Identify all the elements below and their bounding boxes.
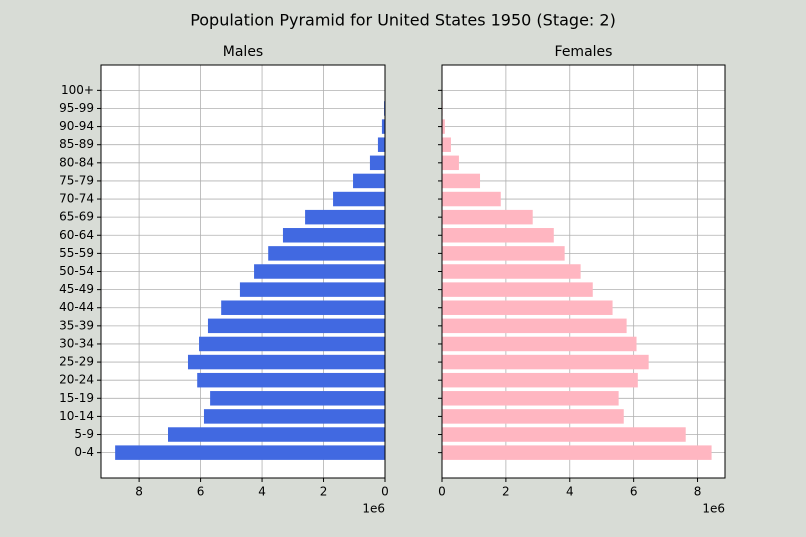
subplot-title: Females	[555, 44, 613, 60]
y-tick-label: 35-39	[59, 318, 94, 332]
bar	[305, 209, 385, 225]
y-tick-label: 100+	[61, 83, 94, 97]
y-tick-label: 0-4	[74, 445, 94, 459]
x-tick-label: 4	[258, 485, 266, 499]
bar	[203, 409, 385, 424]
bar	[442, 264, 581, 279]
y-tick-label: 85-89	[59, 137, 94, 151]
x-tick-label: 4	[566, 485, 574, 499]
bar	[442, 282, 593, 297]
y-tick-label: 45-49	[59, 282, 94, 296]
offset-label: 1e6	[702, 502, 725, 516]
bar	[381, 119, 385, 134]
y-tick-label: 40-44	[59, 300, 94, 314]
y-tick-label: 75-79	[59, 173, 94, 187]
bar	[442, 391, 619, 406]
x-tick-label: 6	[197, 485, 205, 499]
x-tick-label: 2	[320, 485, 328, 499]
y-tick-label: 20-24	[59, 373, 94, 387]
subplot-title: Males	[223, 44, 263, 60]
bar	[442, 445, 712, 460]
x-tick-label: 8	[135, 485, 143, 499]
bar	[442, 336, 637, 352]
bar	[442, 318, 627, 334]
bar	[442, 372, 638, 388]
y-tick-label: 25-29	[59, 355, 94, 369]
bar	[442, 228, 554, 243]
bar	[197, 372, 385, 388]
axes-frame	[441, 64, 726, 479]
bar	[442, 119, 445, 134]
figure-title: Population Pyramid for United States 195…	[190, 11, 616, 30]
x-tick-label: 2	[502, 485, 510, 499]
bar	[442, 209, 533, 225]
offset-label: 1e6	[362, 502, 385, 516]
bar	[210, 391, 385, 406]
bar	[115, 445, 386, 460]
bar	[239, 282, 385, 297]
bar	[282, 228, 385, 243]
y-tick-label: 55-59	[59, 246, 94, 260]
y-tick-label: 70-74	[59, 192, 94, 206]
bar	[442, 300, 613, 315]
bar	[442, 354, 649, 370]
axes-frame	[100, 64, 386, 479]
bar	[369, 155, 385, 171]
y-tick-label: 10-14	[59, 409, 94, 423]
x-tick-label: 6	[630, 485, 638, 499]
bar	[442, 137, 451, 152]
bar	[268, 246, 385, 261]
y-tick-label: 90-94	[59, 119, 94, 133]
bar	[442, 173, 481, 189]
bar	[333, 191, 385, 207]
y-tick-label: 5-9	[74, 427, 94, 441]
bar	[221, 300, 385, 315]
y-tick-label: 80-84	[59, 155, 94, 169]
y-tick-label: 95-99	[59, 101, 94, 115]
y-tick-label: 15-19	[59, 391, 94, 405]
x-tick-label: 0	[438, 485, 446, 499]
bar	[442, 191, 501, 207]
x-tick-label: 0	[381, 485, 389, 499]
bar	[187, 354, 385, 370]
bar	[168, 427, 385, 442]
bar	[442, 427, 686, 442]
y-tick-label: 65-69	[59, 210, 94, 224]
y-tick-label: 60-64	[59, 228, 94, 242]
x-tick-label: 8	[694, 485, 702, 499]
bar	[207, 318, 385, 334]
bar	[442, 409, 624, 424]
bar	[254, 264, 385, 279]
bar	[353, 173, 385, 189]
bar	[442, 246, 565, 261]
bar	[199, 336, 385, 352]
y-tick-label: 50-54	[59, 264, 94, 278]
bar	[442, 155, 459, 171]
bar	[377, 137, 385, 152]
y-tick-label: 30-34	[59, 336, 94, 350]
